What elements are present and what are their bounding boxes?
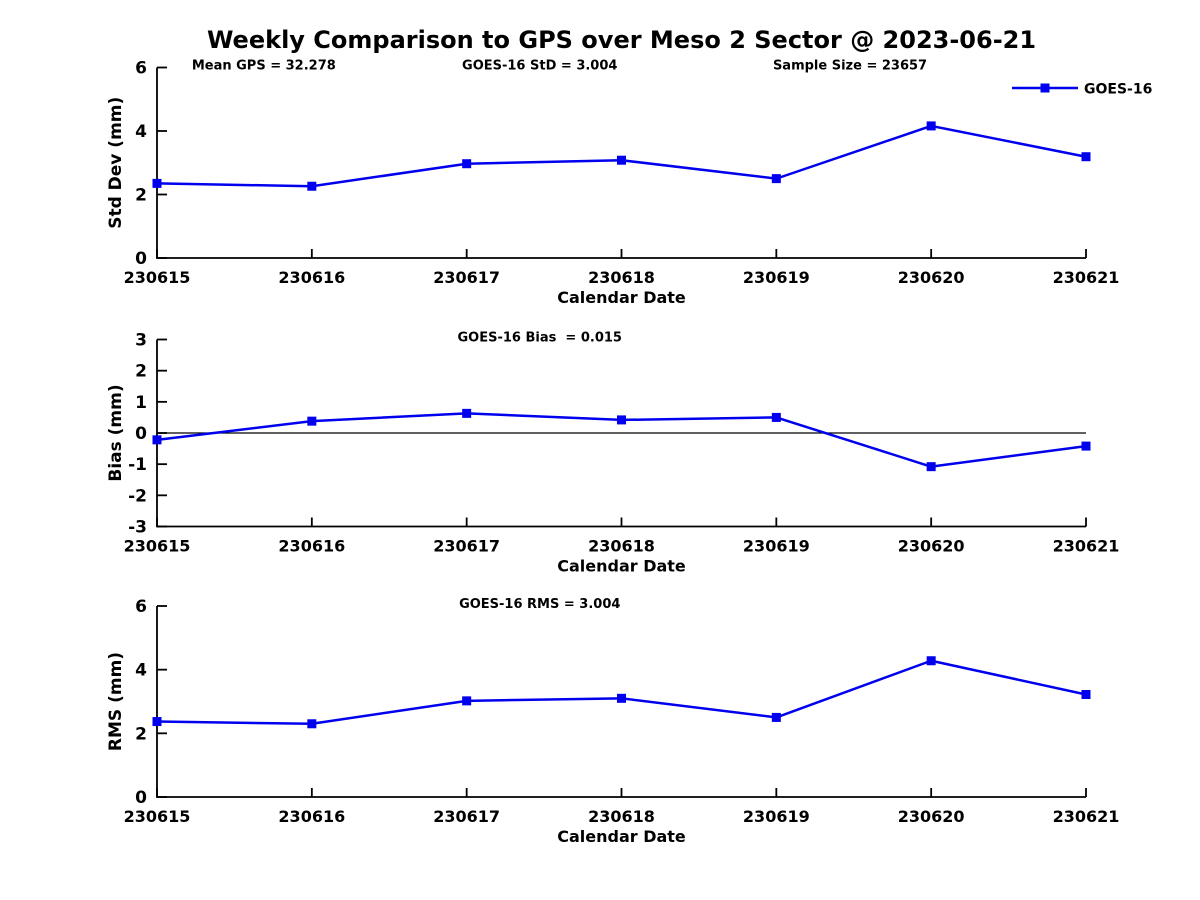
data-point-marker <box>617 155 626 165</box>
figure-title: Weekly Comparison to GPS over Meso 2 Sec… <box>206 26 1037 54</box>
x-tick-label: 230618 <box>588 268 655 287</box>
data-point-marker <box>926 121 936 131</box>
x-tick-label: 230616 <box>278 537 345 556</box>
data-point-marker <box>771 174 781 184</box>
x-tick-label: 230615 <box>124 537 191 556</box>
subplot-bias: -3 -2 -1 0 1 2 3 230615 230616 230617 230618 230619… <box>106 331 1119 576</box>
y-tick-label: 0 <box>135 788 147 808</box>
y-tick-label: -2 <box>128 486 147 506</box>
data-point-marker <box>152 435 162 445</box>
legend: GOES-16 <box>1012 82 1152 98</box>
x-tick-label: 230616 <box>278 268 345 287</box>
data-point-marker <box>926 656 936 666</box>
data-point-marker <box>307 181 317 191</box>
data-point-marker <box>1081 152 1091 162</box>
x-tick-label: 230618 <box>588 807 655 826</box>
x-tick-label: 230619 <box>743 268 810 287</box>
subplot-std-dev: 0 2 4 6 230615 230616 230617 230618 230619 230620… <box>106 59 1152 308</box>
data-point-marker <box>307 416 317 426</box>
y-tick-label: -3 <box>128 518 147 538</box>
x-tick-label: 230615 <box>124 807 191 826</box>
x-tick-label: 230619 <box>743 537 810 556</box>
y-tick-label: 2 <box>135 186 147 206</box>
x-axis-title: Calendar Date <box>557 288 686 307</box>
x-tick-label: 230617 <box>433 807 500 826</box>
y-axis-title: Std Dev (mm) <box>106 97 126 229</box>
data-point-marker <box>152 178 162 188</box>
data-point-marker <box>152 717 162 727</box>
data-point-marker <box>307 719 317 729</box>
annotation: GOES-16 Bias = 0.015 <box>458 331 622 346</box>
x-axis-title: Calendar Date <box>557 557 686 576</box>
y-tick-label: 1 <box>135 393 147 413</box>
y-tick-label: 0 <box>135 249 147 269</box>
x-tick-label: 230621 <box>1053 268 1120 287</box>
annotation: Mean GPS = 32.278 <box>192 59 336 74</box>
y-tick-label: 2 <box>135 724 147 744</box>
x-axis-title: Calendar Date <box>557 827 686 846</box>
y-tick-label: 4 <box>135 661 147 681</box>
data-point-marker <box>771 412 781 422</box>
annotation: GOES-16 StD = 3.004 <box>462 59 617 74</box>
data-point-marker <box>462 159 472 169</box>
x-tick-label: 230615 <box>124 268 191 287</box>
y-axis-title: RMS (mm) <box>106 652 126 751</box>
series-line-goes-16 <box>156 659 1087 726</box>
annotation: GOES-16 RMS = 3.004 <box>459 597 620 612</box>
data-point-marker <box>617 693 626 703</box>
subplot-rms: 0 2 4 6 230615 230616 230617 230618 230619 230620… <box>106 597 1119 846</box>
y-tick-label: -1 <box>128 455 147 475</box>
y-tick-label: 6 <box>135 597 147 617</box>
x-tick-label: 230620 <box>898 807 965 826</box>
y-tick-label: 4 <box>135 122 147 142</box>
x-tick-label: 230620 <box>898 268 965 287</box>
x-tick-label: 230617 <box>433 268 500 287</box>
y-tick-label: 3 <box>135 331 147 351</box>
x-tick-label: 230620 <box>898 537 965 556</box>
y-tick-label: 0 <box>135 424 147 444</box>
x-tick-label: 230617 <box>433 537 500 556</box>
y-tick-label: 2 <box>135 362 147 382</box>
annotation: Sample Size = 23657 <box>773 59 927 74</box>
x-tick-label: 230621 <box>1053 807 1120 826</box>
data-point-marker <box>1081 689 1091 699</box>
data-point-marker <box>462 408 472 418</box>
data-point-marker <box>771 712 781 722</box>
data-point-marker <box>926 462 936 472</box>
x-tick-label: 230619 <box>743 807 810 826</box>
data-point-marker <box>617 415 626 425</box>
data-point-marker <box>462 696 472 706</box>
x-tick-label: 230621 <box>1053 537 1120 556</box>
x-tick-label: 230616 <box>278 807 345 826</box>
legend-marker-icon <box>1040 83 1050 93</box>
x-tick-label: 230618 <box>588 537 655 556</box>
y-axis-title: Bias (mm) <box>106 384 126 481</box>
data-point-marker <box>1081 441 1091 451</box>
legend-label: GOES-16 <box>1084 82 1152 98</box>
y-tick-label: 6 <box>135 59 147 79</box>
